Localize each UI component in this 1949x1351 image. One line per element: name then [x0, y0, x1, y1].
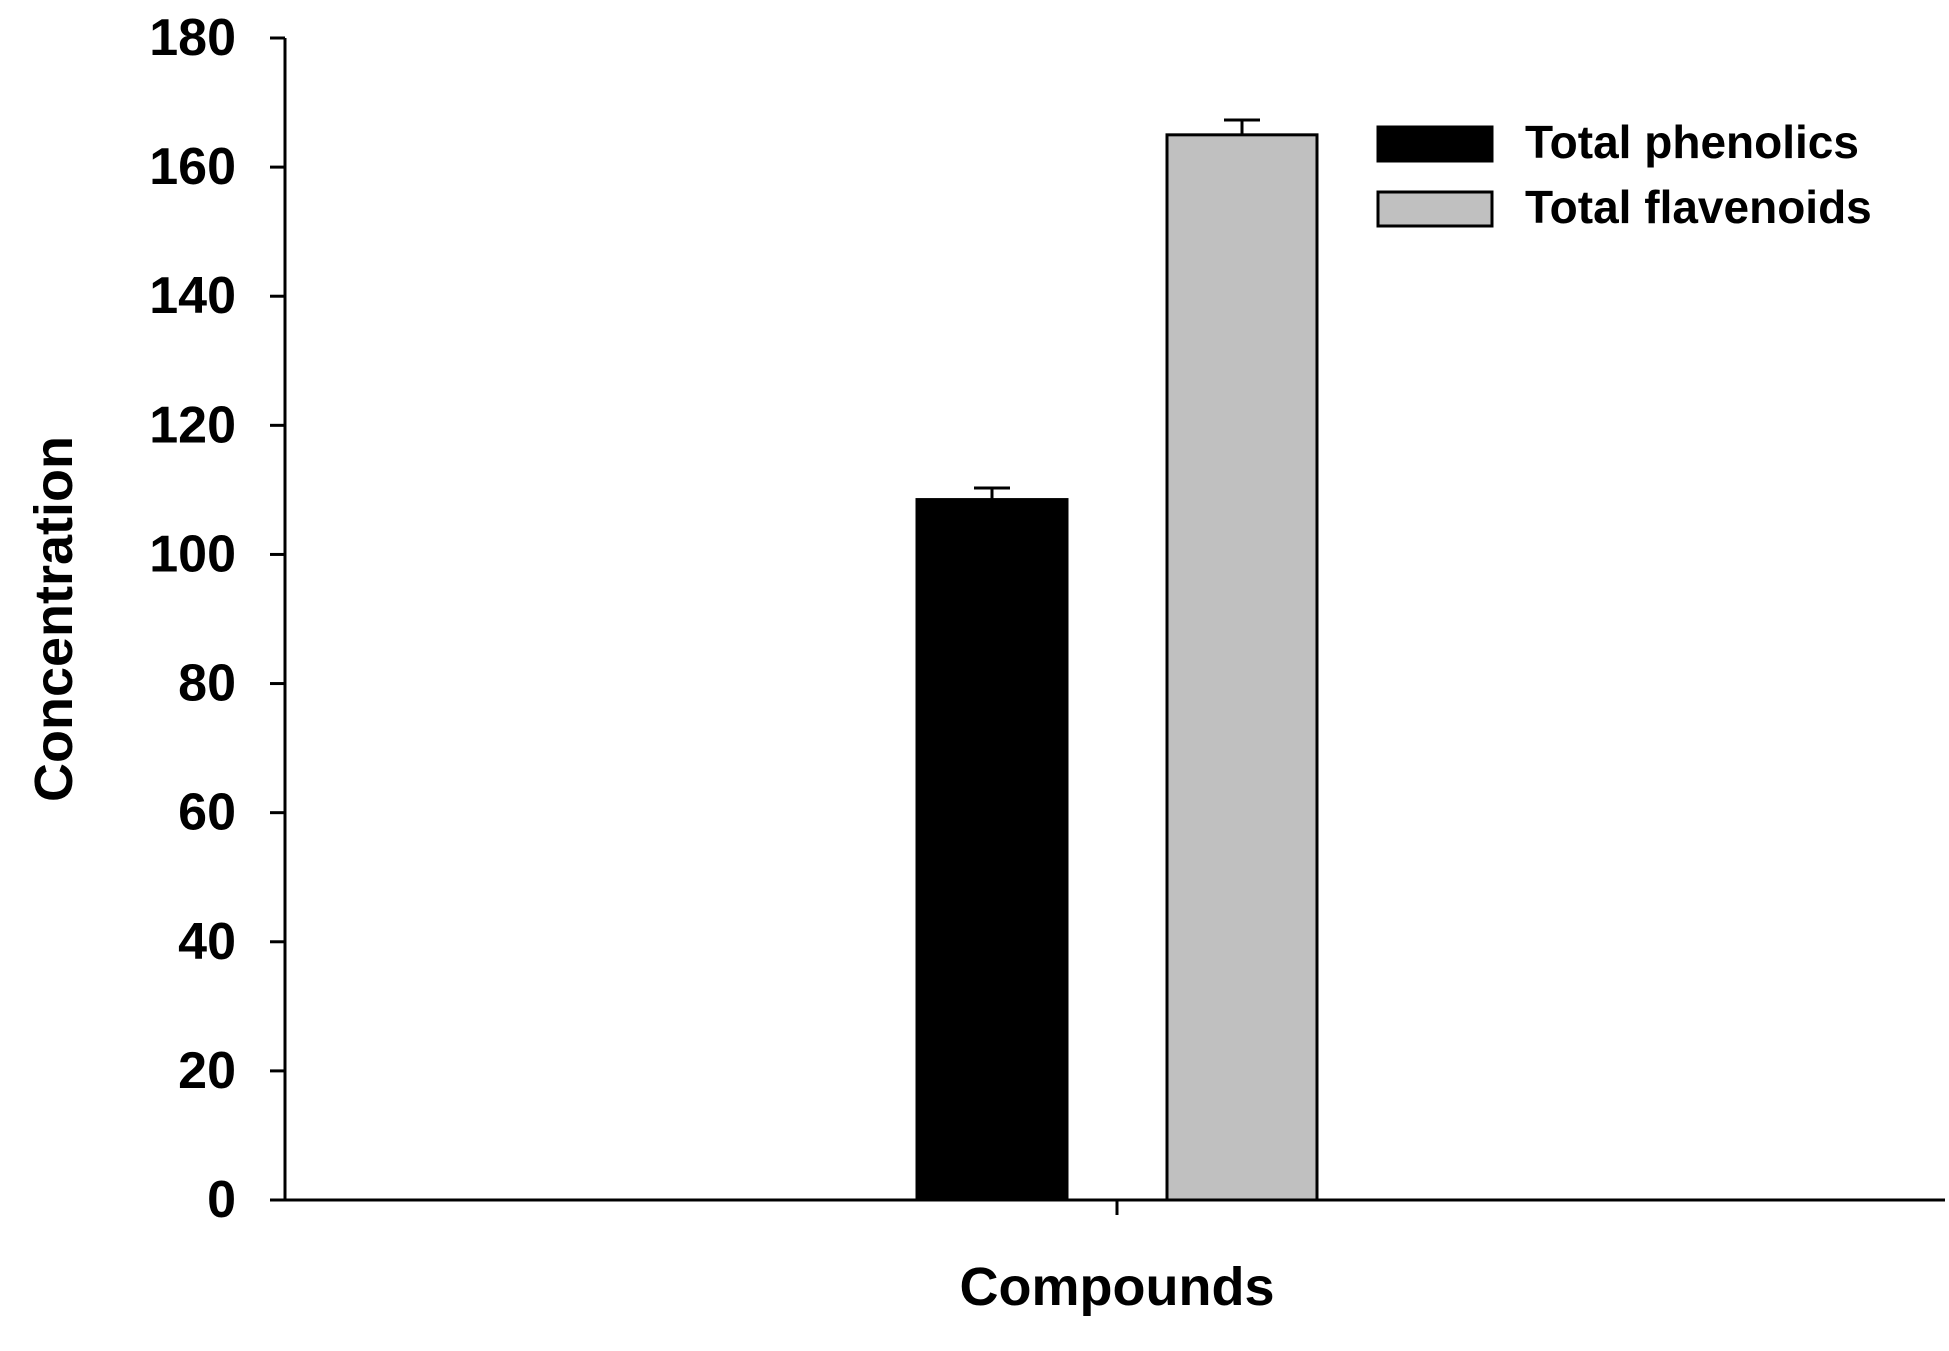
- legend: Total phenolics Total flavenoids: [1376, 116, 1872, 233]
- y-tick-label: 80: [178, 655, 236, 713]
- legend-label: Total phenolics: [1525, 116, 1859, 168]
- y-tick-label: 40: [178, 913, 236, 971]
- legend-swatch: [1376, 190, 1494, 228]
- bar-total-phenolics: [915, 498, 1069, 1202]
- y-tick-label: 180: [149, 9, 236, 67]
- y-tick-label: 140: [149, 267, 236, 325]
- y-axis-ticks: 0 20 40 60 80 100 120 140 160 180: [149, 9, 285, 1229]
- y-tick-label: 20: [178, 1042, 236, 1100]
- bars: [915, 118, 1319, 1202]
- y-tick-label: 160: [149, 138, 236, 196]
- y-tick-label: 0: [207, 1171, 236, 1229]
- bar-total-flavenoids: [1165, 133, 1319, 1202]
- legend-swatch: [1376, 125, 1494, 163]
- y-tick-label: 100: [149, 525, 236, 583]
- x-axis-label: Compounds: [960, 1257, 1275, 1317]
- legend-label: Total flavenoids: [1525, 181, 1872, 233]
- y-tick-label: 120: [149, 396, 236, 454]
- y-axis-label: Concentration: [24, 436, 84, 802]
- y-tick-label: 60: [178, 784, 236, 842]
